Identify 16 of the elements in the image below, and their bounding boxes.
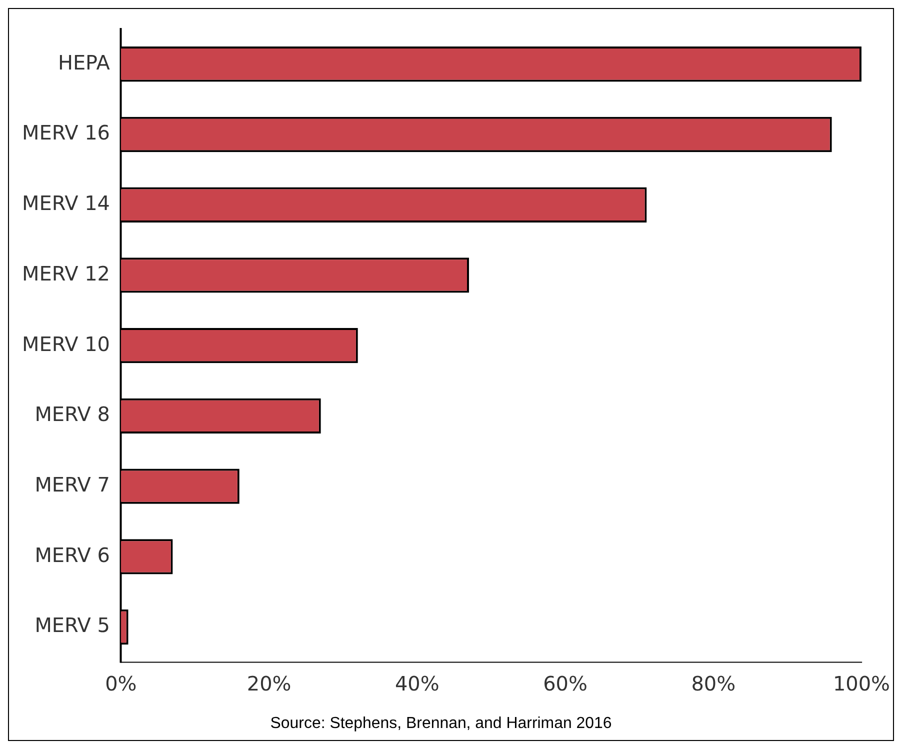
x-tick-label: 80% [691,671,736,696]
y-tick-label: MERV 10 [22,332,110,356]
y-tick-label: MERV 8 [34,402,110,426]
y-tick-label: MERV 5 [34,613,110,638]
y-tick-label: MERV 16 [22,120,110,145]
source-note: Source: Stephens, Brennan, and Harriman 2016 [270,715,612,732]
x-tick-label: 60% [543,671,588,696]
y-tick-label: MERV 6 [34,542,110,567]
x-tick-label: 100% [832,671,890,696]
y-tick-label: MERV 7 [34,472,110,496]
x-tick-label: 40% [394,671,440,696]
y-tick-label: HEPA [58,50,110,74]
y-tick-label: MERV 14 [22,191,110,216]
y-tick-label: MERV 12 [22,261,110,286]
x-tick-label: 0% [105,671,137,696]
x-tick-label: 20% [246,671,292,696]
